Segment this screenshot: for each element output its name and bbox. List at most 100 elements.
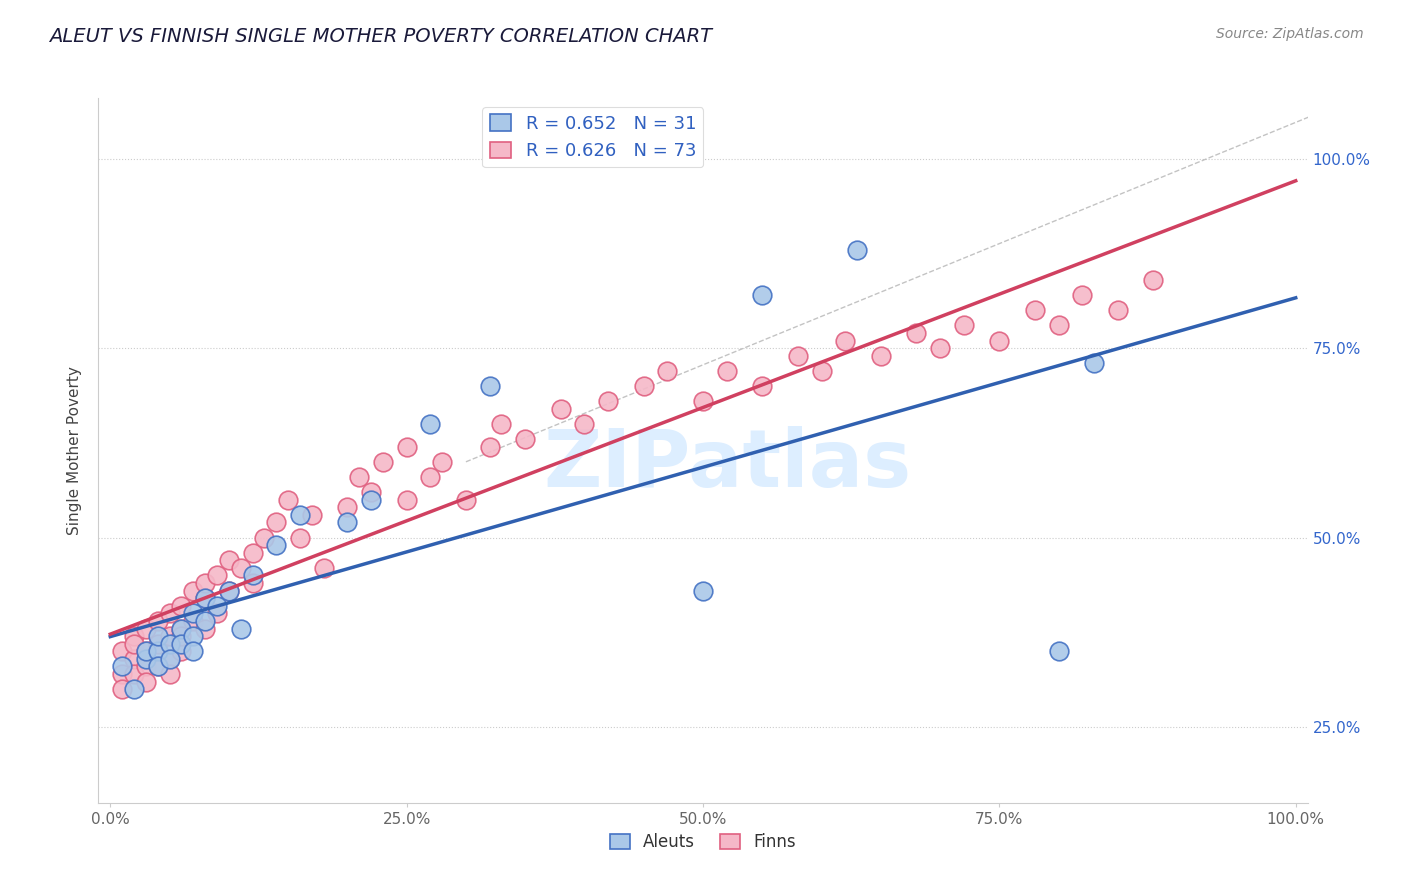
Point <box>395 440 418 454</box>
Point <box>242 568 264 582</box>
Y-axis label: Single Mother Poverty: Single Mother Poverty <box>67 366 83 535</box>
Point <box>159 652 181 666</box>
Point <box>159 629 181 643</box>
Point <box>146 629 169 643</box>
Point <box>336 500 359 515</box>
Point <box>159 607 181 621</box>
Point <box>550 401 572 416</box>
Point <box>135 674 157 689</box>
Point <box>1107 303 1129 318</box>
Point <box>122 629 145 643</box>
Point <box>419 417 441 431</box>
Point <box>194 622 217 636</box>
Point <box>159 652 181 666</box>
Point <box>347 470 370 484</box>
Point <box>181 644 204 658</box>
Point <box>159 637 181 651</box>
Point <box>360 485 382 500</box>
Point <box>146 614 169 628</box>
Point <box>515 432 537 446</box>
Point <box>288 531 311 545</box>
Point <box>1024 303 1046 318</box>
Point <box>135 652 157 666</box>
Point <box>170 637 193 651</box>
Legend: Aleuts, Finns: Aleuts, Finns <box>603 827 803 858</box>
Point <box>253 531 276 545</box>
Point <box>242 576 264 591</box>
Point <box>146 659 169 673</box>
Point <box>122 682 145 697</box>
Point <box>122 667 145 681</box>
Point <box>122 637 145 651</box>
Point <box>491 417 513 431</box>
Point <box>194 614 217 628</box>
Point <box>218 583 240 598</box>
Point <box>264 538 287 552</box>
Point <box>395 492 418 507</box>
Point <box>181 583 204 598</box>
Text: Source: ZipAtlas.com: Source: ZipAtlas.com <box>1216 27 1364 41</box>
Point <box>264 516 287 530</box>
Point <box>633 379 655 393</box>
Point <box>751 379 773 393</box>
Point <box>312 561 335 575</box>
Point <box>1047 644 1070 658</box>
Point <box>1047 318 1070 333</box>
Point <box>135 644 157 658</box>
Text: ALEUT VS FINNISH SINGLE MOTHER POVERTY CORRELATION CHART: ALEUT VS FINNISH SINGLE MOTHER POVERTY C… <box>49 27 713 45</box>
Point <box>277 492 299 507</box>
Point <box>657 364 679 378</box>
Text: ZIPatlas: ZIPatlas <box>543 425 911 504</box>
Point <box>454 492 477 507</box>
Point <box>869 349 891 363</box>
Point <box>146 637 169 651</box>
Point <box>205 599 228 613</box>
Point <box>419 470 441 484</box>
Point <box>181 629 204 643</box>
Point <box>170 622 193 636</box>
Point <box>810 364 832 378</box>
Point <box>1142 273 1164 287</box>
Point <box>135 659 157 673</box>
Point <box>478 440 501 454</box>
Point <box>692 583 714 598</box>
Point <box>111 644 134 658</box>
Point <box>988 334 1011 348</box>
Point <box>834 334 856 348</box>
Point <box>122 652 145 666</box>
Point <box>135 622 157 636</box>
Point <box>229 622 252 636</box>
Point <box>194 576 217 591</box>
Point <box>952 318 974 333</box>
Point <box>170 629 193 643</box>
Point <box>929 341 952 355</box>
Point <box>846 243 869 257</box>
Point <box>751 288 773 302</box>
Point <box>336 516 359 530</box>
Point <box>205 568 228 582</box>
Point <box>135 644 157 658</box>
Point <box>1071 288 1094 302</box>
Point <box>1083 356 1105 370</box>
Point <box>716 364 738 378</box>
Point <box>598 394 620 409</box>
Point <box>170 599 193 613</box>
Point <box>111 659 134 673</box>
Point <box>288 508 311 522</box>
Point <box>146 659 169 673</box>
Point <box>218 583 240 598</box>
Point <box>170 622 193 636</box>
Point <box>229 561 252 575</box>
Point <box>478 379 501 393</box>
Point <box>111 682 134 697</box>
Point <box>146 644 169 658</box>
Point <box>301 508 323 522</box>
Point <box>786 349 808 363</box>
Point <box>181 614 204 628</box>
Point <box>159 667 181 681</box>
Point <box>360 492 382 507</box>
Point <box>205 607 228 621</box>
Point <box>181 607 204 621</box>
Point <box>432 455 454 469</box>
Point <box>574 417 596 431</box>
